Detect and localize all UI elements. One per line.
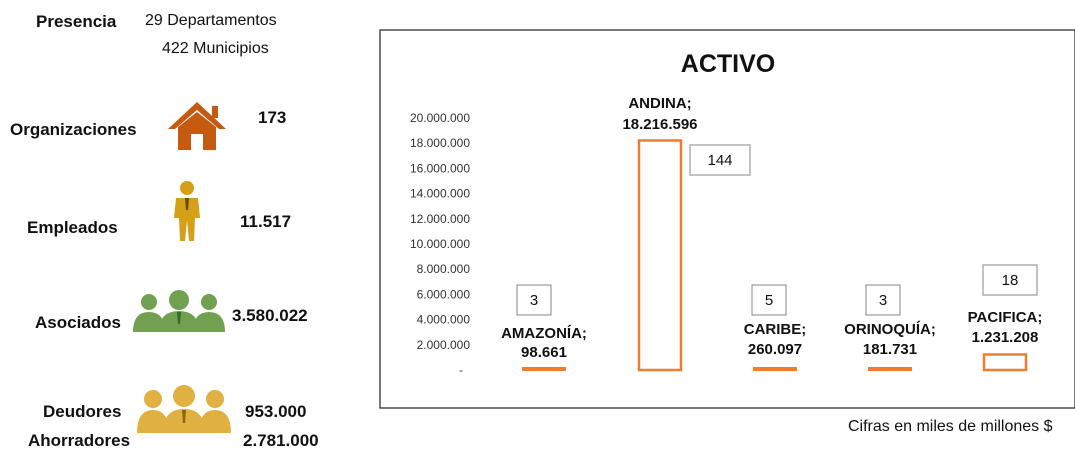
associates-value: 3.580.022: [232, 306, 308, 325]
savers-value: 2.781.000: [243, 431, 319, 450]
house-icon: [168, 102, 226, 150]
y-tick-label: 4.000.000: [417, 313, 471, 327]
savers-label: Ahorradores: [28, 431, 131, 450]
count-box: 144: [689, 144, 751, 176]
presence-label: Presencia: [36, 12, 117, 31]
associates-label: Asociados: [35, 313, 121, 332]
employees-label: Empleados: [27, 218, 118, 237]
count-boxes: 3 144 5 3 18: [516, 144, 1038, 316]
value-label: 1.231.208: [972, 329, 1039, 346]
category-label: AMAZONÍA;: [501, 325, 587, 342]
y-tick-label: 14.000.000: [410, 187, 470, 201]
category-label: CARIBE;: [744, 321, 807, 338]
chart-title: ACTIVO: [681, 50, 775, 78]
category-label: ANDINA;: [628, 95, 691, 112]
count-box: 18: [982, 264, 1038, 296]
count-label: 3: [530, 292, 538, 309]
municipalities-count: 422 Municipios: [162, 40, 269, 57]
y-tick-label: 8.000.000: [417, 262, 471, 276]
category-label: ORINOQUÍA;: [844, 321, 936, 338]
count-box: 3: [516, 284, 552, 316]
bars: [522, 139, 1028, 372]
chart-footnote: Cifras en miles de millones $: [848, 418, 1053, 435]
bar: [982, 353, 1028, 372]
y-axis: - 2.000.000 4.000.000 6.000.000 8.000.000 10.…: [410, 111, 470, 377]
category-label: PACIFICA;: [968, 309, 1043, 326]
y-tick-label: 12.000.000: [410, 212, 470, 226]
debtors-group-icon: [137, 385, 231, 433]
count-box: 5: [751, 284, 787, 316]
value-label: 98.661: [521, 344, 567, 361]
data-labels: AMAZONÍA; 98.661 ANDINA; 18.216.596 CARIBE; 2…: [501, 95, 1042, 361]
bar: [522, 367, 566, 371]
count-label: 3: [879, 292, 887, 309]
bar: [637, 139, 683, 372]
value-label: 18.216.596: [622, 116, 697, 133]
count-label: 144: [707, 152, 732, 169]
departments-count: 29 Departamentos: [145, 12, 277, 29]
y-tick-label: 10.000.000: [410, 237, 470, 251]
debtors-value: 953.000: [245, 402, 307, 421]
associates-group-icon: [133, 290, 225, 332]
value-label: 181.731: [863, 341, 917, 358]
chart-frame: [379, 29, 1075, 409]
count-label: 5: [765, 292, 773, 309]
employee-icon: [174, 181, 200, 241]
y-tick-label: 6.000.000: [417, 287, 471, 301]
y-tick-label: -: [459, 363, 463, 377]
bar: [868, 367, 912, 371]
count-label: 18: [1002, 272, 1019, 289]
y-tick-label: 18.000.000: [410, 136, 470, 150]
organizations-label: Organizaciones: [10, 120, 137, 139]
y-tick-label: 16.000.000: [410, 161, 470, 175]
y-tick-label: 2.000.000: [417, 338, 471, 352]
count-box: 3: [865, 284, 901, 316]
organizations-value: 173: [258, 108, 287, 127]
debtors-label: Deudores: [43, 402, 122, 421]
y-tick-label: 20.000.000: [410, 111, 470, 125]
bar: [753, 367, 797, 371]
employees-value: 11.517: [240, 212, 292, 231]
value-label: 260.097: [748, 341, 802, 358]
